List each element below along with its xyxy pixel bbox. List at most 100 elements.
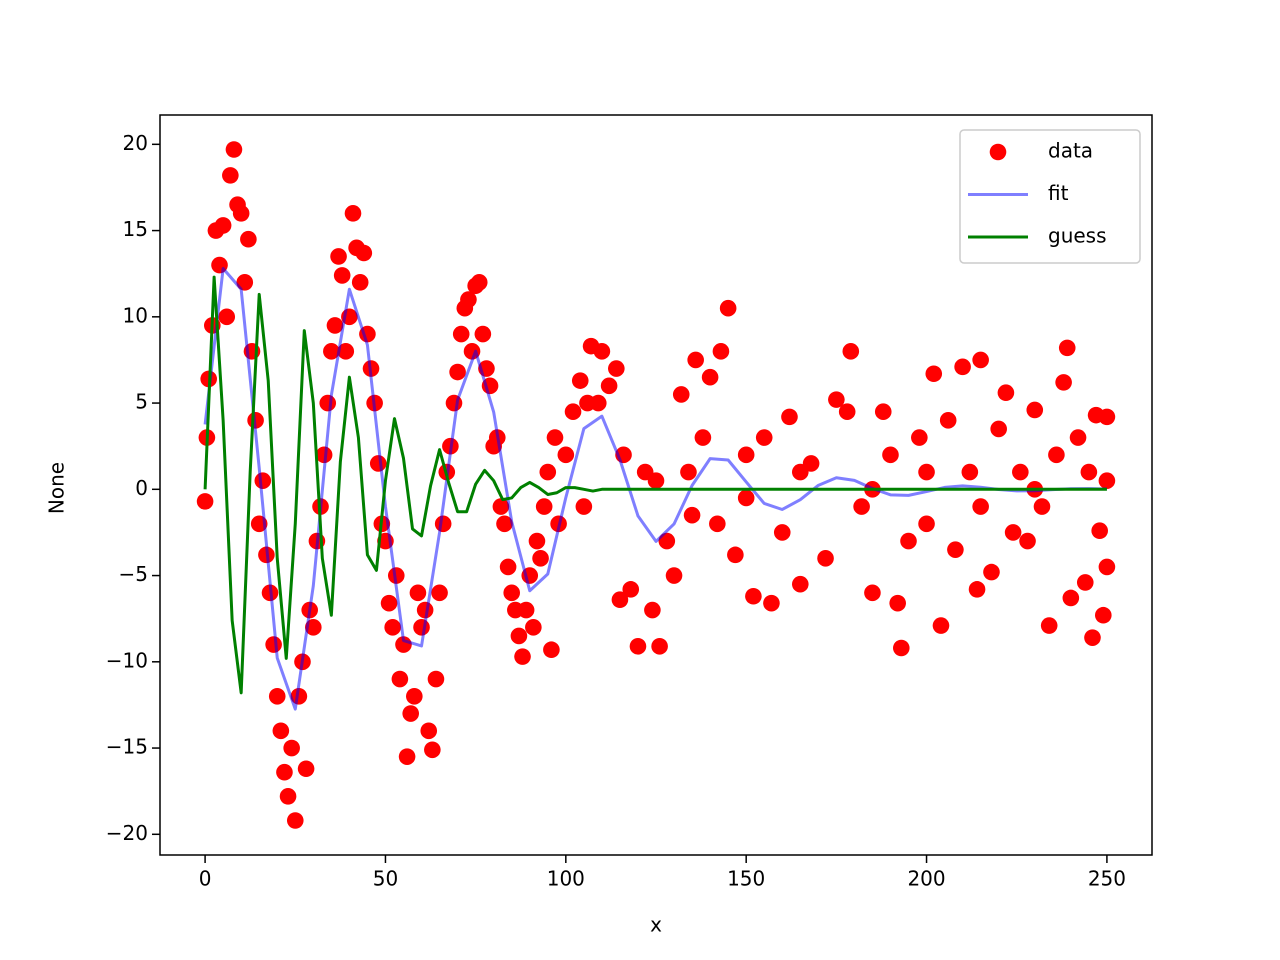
data-point [254, 472, 272, 489]
data-point [402, 705, 420, 722]
data-point [409, 584, 427, 602]
data-point [683, 506, 701, 524]
y-tick-label: 10 [123, 303, 148, 327]
data-point [1019, 532, 1036, 550]
data-point [972, 351, 989, 369]
data-point [900, 532, 917, 550]
data-point [882, 446, 899, 464]
data-point [391, 670, 409, 688]
legend-label: fit [1048, 181, 1069, 205]
data-point [286, 812, 304, 829]
data-point [611, 591, 629, 609]
data-point [420, 722, 438, 740]
data-point [755, 429, 773, 446]
data-point [838, 403, 856, 420]
data-point [687, 351, 704, 369]
data-point [510, 627, 528, 645]
data-point [528, 532, 546, 550]
data-point [918, 463, 935, 481]
data-point [600, 377, 618, 395]
data-point [911, 429, 928, 446]
data-point [1069, 429, 1087, 446]
data-point [315, 446, 333, 464]
data-point [398, 748, 416, 765]
data-point [622, 581, 640, 598]
x-tick-label: 200 [907, 867, 945, 891]
data-point [1080, 463, 1098, 481]
x-tick-label: 100 [547, 867, 585, 891]
data-point [460, 291, 477, 308]
data-point [514, 648, 531, 665]
data-point [474, 325, 492, 343]
data-point [954, 358, 971, 376]
data-point [214, 217, 232, 234]
data-point [557, 446, 575, 464]
data-point [535, 498, 553, 515]
y-tick-label: −20 [106, 821, 148, 845]
data-point [492, 498, 510, 515]
data-point [452, 325, 470, 343]
data-point [737, 446, 755, 464]
data-point [369, 455, 387, 472]
data-point [218, 308, 236, 326]
data-point [532, 550, 549, 567]
data-point [997, 384, 1015, 402]
data-point [503, 584, 521, 602]
data-point [1048, 446, 1065, 464]
data-point [290, 688, 308, 705]
data-point [337, 343, 355, 360]
data-point [791, 575, 809, 593]
y-tick-label: −15 [106, 735, 148, 759]
x-tick-label: 50 [373, 867, 398, 891]
data-point [276, 763, 293, 781]
data-point [434, 515, 452, 533]
data-point [727, 546, 744, 564]
data-point [712, 343, 730, 360]
data-point [972, 498, 989, 515]
data-point [384, 619, 401, 636]
data-point [571, 372, 589, 389]
data-point [589, 394, 607, 412]
data-point [694, 429, 712, 446]
legend-label: guess [1048, 224, 1107, 248]
axes-frame [159, 114, 1153, 856]
y-tick-label: −10 [106, 648, 148, 672]
data-point [351, 274, 369, 291]
data-point [413, 619, 430, 636]
y-tick-label: 15 [123, 217, 148, 241]
data-point [647, 472, 665, 489]
data-point [499, 558, 517, 576]
data-point [773, 524, 791, 541]
data-point [564, 403, 582, 420]
data-point [889, 594, 906, 612]
data-point [539, 463, 557, 481]
data-point [283, 739, 300, 757]
data-point [918, 515, 935, 533]
data-point [651, 637, 668, 655]
data-point [939, 412, 957, 429]
data-point [1098, 558, 1116, 576]
legend-box [959, 129, 1141, 264]
data-point [543, 641, 560, 659]
data-point [1058, 339, 1076, 357]
data-point [1095, 606, 1112, 624]
data-point [326, 317, 344, 334]
data-point [1062, 589, 1080, 607]
plot-area [196, 141, 1116, 829]
y-tick-label: 5 [135, 390, 148, 414]
line-1 [203, 267, 1107, 711]
data-point [593, 343, 611, 360]
data-point [892, 639, 910, 657]
data-point [431, 584, 448, 602]
data-point [1026, 401, 1044, 419]
data-point [947, 541, 964, 558]
data-point [380, 594, 398, 612]
data-point [719, 299, 737, 317]
data-point [470, 274, 488, 291]
legend-label: data [1048, 139, 1093, 163]
data-point [333, 267, 351, 284]
data-point [1033, 498, 1051, 515]
data-point [828, 391, 845, 408]
data-point [791, 463, 809, 481]
